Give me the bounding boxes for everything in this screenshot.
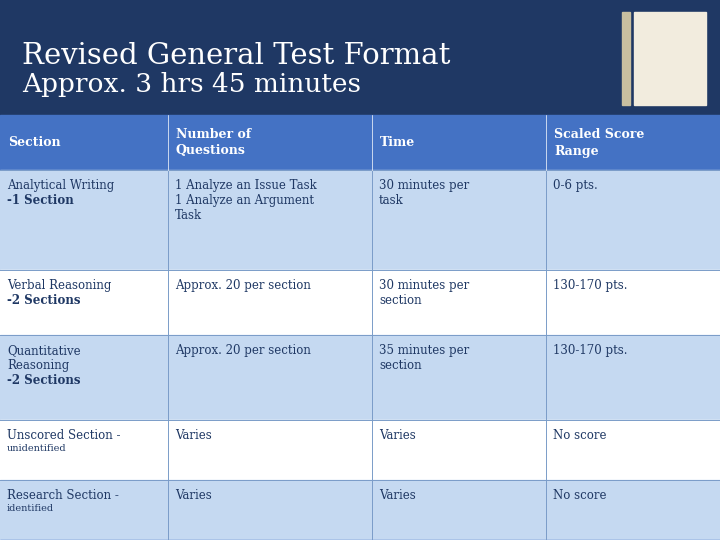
Text: Varies: Varies xyxy=(175,429,212,442)
Text: identified: identified xyxy=(7,504,54,513)
Text: Approx. 20 per section: Approx. 20 per section xyxy=(175,279,311,292)
Text: No score: No score xyxy=(553,429,606,442)
Text: task: task xyxy=(379,194,404,207)
Text: Varies: Varies xyxy=(379,489,415,502)
Text: 35 minutes per: 35 minutes per xyxy=(379,344,469,357)
Text: Revised General Test Format: Revised General Test Format xyxy=(22,42,451,70)
Text: Research Section -: Research Section - xyxy=(7,489,119,502)
Text: unidentified: unidentified xyxy=(7,444,67,453)
Text: Scaled Score
Range: Scaled Score Range xyxy=(554,127,644,158)
Text: Reasoning: Reasoning xyxy=(7,359,69,372)
Text: section: section xyxy=(379,359,422,372)
Text: Varies: Varies xyxy=(379,429,415,442)
Text: No score: No score xyxy=(553,489,606,502)
Text: Time: Time xyxy=(380,136,415,149)
Bar xyxy=(634,12,706,105)
Text: 30 minutes per: 30 minutes per xyxy=(379,179,469,192)
Text: -2 Sections: -2 Sections xyxy=(7,374,81,387)
Text: Verbal Reasoning: Verbal Reasoning xyxy=(7,279,112,292)
Text: section: section xyxy=(379,294,422,307)
Text: Unscored Section -: Unscored Section - xyxy=(7,429,120,442)
Bar xyxy=(0,480,720,540)
Text: -1 Section: -1 Section xyxy=(7,194,73,207)
Text: 1 Analyze an Argument: 1 Analyze an Argument xyxy=(175,194,314,207)
Text: Quantitative: Quantitative xyxy=(7,344,81,357)
Text: Approx. 3 hrs 45 minutes: Approx. 3 hrs 45 minutes xyxy=(22,72,361,97)
Bar xyxy=(0,270,720,335)
Bar xyxy=(0,170,720,270)
Bar xyxy=(0,420,720,480)
Bar xyxy=(622,12,630,105)
Bar xyxy=(0,335,720,420)
Text: Number of
Questions: Number of Questions xyxy=(176,127,251,158)
Text: -2 Sections: -2 Sections xyxy=(7,294,81,307)
Text: Task: Task xyxy=(175,209,202,222)
Text: 1 Analyze an Issue Task: 1 Analyze an Issue Task xyxy=(175,179,317,192)
Bar xyxy=(0,115,720,170)
Bar xyxy=(0,0,720,115)
Text: 30 minutes per: 30 minutes per xyxy=(379,279,469,292)
Text: Varies: Varies xyxy=(175,489,212,502)
Text: Analytical Writing: Analytical Writing xyxy=(7,179,114,192)
Text: Approx. 20 per section: Approx. 20 per section xyxy=(175,344,311,357)
Text: Section: Section xyxy=(8,136,60,149)
Text: 0-6 pts.: 0-6 pts. xyxy=(553,179,598,192)
Text: 130-170 pts.: 130-170 pts. xyxy=(553,344,628,357)
Text: 130-170 pts.: 130-170 pts. xyxy=(553,279,628,292)
